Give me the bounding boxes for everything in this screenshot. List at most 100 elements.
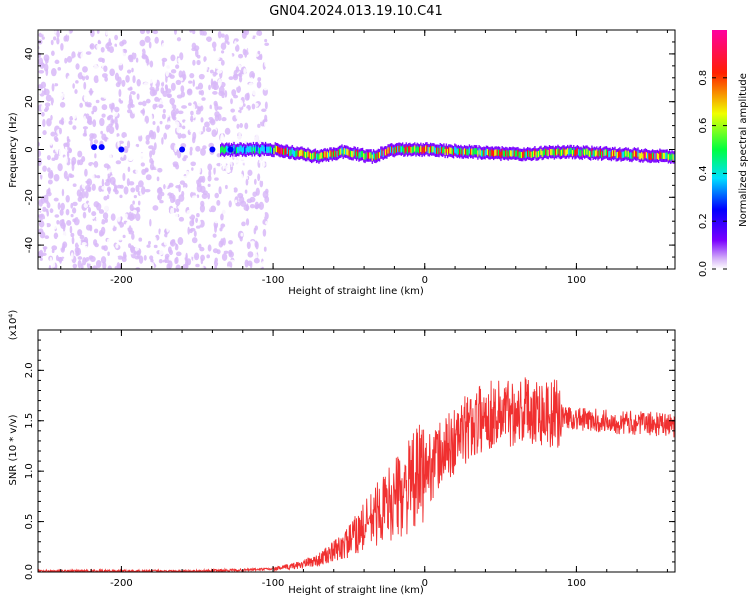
spectrogram-ridge-core bbox=[579, 150, 581, 157]
spectrogram-noise-cell bbox=[196, 59, 201, 66]
spectrogram-noise-cell bbox=[45, 106, 50, 111]
spectrogram-ridge-core bbox=[307, 150, 309, 157]
spectrogram-noise-cell bbox=[181, 105, 187, 109]
spectrogram-noise-cell bbox=[257, 50, 261, 55]
spectrogram-noise-cell bbox=[91, 62, 97, 66]
spectrogram-noise-cell bbox=[44, 102, 51, 107]
spectrogram-noise-cell bbox=[158, 259, 163, 264]
spectrogram-ridge-core bbox=[484, 150, 487, 157]
spectrogram-noise-cell bbox=[55, 254, 59, 262]
spectrogram-noise-cell bbox=[252, 250, 258, 255]
spectrogram-noise-cell bbox=[70, 232, 75, 238]
spectrogram-noise-cell bbox=[198, 73, 205, 80]
spectrogram-noise-cell bbox=[56, 220, 60, 225]
spectrogram-noise-cell bbox=[118, 61, 123, 66]
spectrogram-ridge-core bbox=[234, 147, 237, 154]
spectrogram-ridge-core bbox=[570, 147, 573, 155]
spectrogram-noise-cell bbox=[138, 129, 142, 137]
spectrogram-noise-cell bbox=[164, 161, 170, 166]
spectrogram-noise-cell bbox=[83, 203, 89, 208]
spectrogram-noise-cell bbox=[38, 57, 44, 66]
spectrogram-noise-cell bbox=[169, 239, 176, 247]
spectrogram-noise-cell bbox=[83, 152, 88, 158]
spectrogram-ridge-core bbox=[562, 148, 564, 155]
spectrogram-noise-cell bbox=[253, 227, 257, 235]
spectrogram-noise-cell bbox=[91, 265, 98, 269]
spectrogram-noise-cell bbox=[174, 243, 179, 251]
spectrogram-ridge-core bbox=[298, 150, 301, 157]
spectrogram-ridge-core bbox=[352, 151, 354, 158]
spectrogram-halo bbox=[232, 131, 234, 157]
spectrogram-noise-cell bbox=[117, 140, 120, 148]
spectrogram-noise-cell bbox=[115, 160, 122, 165]
spectrogram-ridge-core bbox=[499, 149, 501, 157]
spectrogram-noise-cell bbox=[189, 72, 195, 79]
spectrogram-noise-cell bbox=[220, 50, 225, 54]
spectrogram-ridge-core bbox=[625, 150, 627, 157]
spectrogram-ridge-core bbox=[608, 151, 610, 158]
spectrogram-noise-cell bbox=[227, 85, 231, 92]
spectrogram-noise-cell bbox=[115, 243, 119, 249]
spectrogram-ridge-core bbox=[321, 152, 324, 160]
spectrogram-noise-cell bbox=[86, 102, 92, 107]
spectrogram-noise-cell bbox=[185, 246, 190, 253]
spectrogram-noise-cell bbox=[138, 237, 143, 242]
spectrogram-noise-cell bbox=[141, 91, 147, 98]
spectrogram-noise-cell bbox=[225, 235, 231, 239]
spectrogram-noise-cell bbox=[108, 126, 115, 135]
snr-panel: -200 -100 0 100 0.0 0.5 1.0 1.5 2.0 Height of st… bbox=[8, 310, 676, 596]
spectrogram-ridge-core bbox=[467, 149, 470, 156]
spectrogram-ridge-core bbox=[446, 148, 449, 156]
spectrogram-ridge-core bbox=[438, 147, 440, 155]
spectrogram-ridge-core bbox=[410, 147, 413, 154]
spectrogram-noise-cell bbox=[126, 69, 132, 74]
spectrogram-noise-cell bbox=[214, 257, 218, 263]
spectrogram-noise-cell bbox=[149, 157, 154, 164]
spectrogram-noise-cell bbox=[49, 138, 53, 146]
spectrogram-noise-cell bbox=[214, 192, 220, 199]
spectrogram-noise-cell bbox=[191, 42, 197, 50]
spectrogram-noise-cell bbox=[255, 167, 259, 172]
spectrogram-ridge-core bbox=[569, 147, 572, 155]
spectrogram-noise-cell bbox=[196, 166, 201, 174]
spectrogram-noise-cell bbox=[183, 111, 189, 116]
spectrogram-ridge-core bbox=[388, 147, 391, 154]
spectrogram-ridge-core bbox=[297, 150, 300, 157]
x-tick-label: -200 bbox=[110, 578, 133, 589]
spectrogram-ridge-core bbox=[273, 147, 275, 155]
spectrogram-noise-cell bbox=[149, 114, 153, 123]
spectrogram-noise-cell bbox=[104, 181, 110, 187]
spectrogram-noise-cell bbox=[229, 187, 234, 193]
spectrogram-noise-cell bbox=[207, 192, 211, 200]
spectrogram-noise-cell bbox=[75, 80, 79, 84]
spectrogram-ridge-core bbox=[482, 150, 484, 157]
spectrogram-noise-cell bbox=[81, 166, 85, 174]
spectrogram-noise-cell bbox=[165, 68, 170, 77]
spectrogram-noise-cell bbox=[83, 93, 90, 102]
spectrogram-ridge-core bbox=[251, 147, 254, 154]
spectrogram-ridge-core bbox=[598, 149, 601, 157]
spectrogram-noise-cell bbox=[60, 92, 64, 100]
spectrogram-ridge-core bbox=[442, 147, 444, 154]
spectrogram-noise-cell bbox=[145, 98, 151, 104]
spectrogram-ridge-core bbox=[483, 149, 485, 156]
spectrogram-xlabel: Height of straight line (km) bbox=[288, 286, 424, 297]
spectrogram-noise-cell bbox=[216, 153, 221, 158]
spectrogram-ridge-core bbox=[468, 147, 471, 154]
spectrogram-noise-cell bbox=[169, 214, 173, 219]
spectrogram-ridge-core bbox=[533, 150, 535, 157]
spectrogram-ridge-core bbox=[243, 146, 245, 153]
spectrogram-noise-cell bbox=[249, 262, 253, 269]
spectrogram-noise-cell bbox=[163, 184, 166, 190]
spectrogram-noise-cell bbox=[155, 131, 161, 139]
spectrogram-noise-cell bbox=[41, 206, 47, 212]
spectrogram-ridge-core bbox=[466, 148, 468, 155]
spectrogram-ridge-core bbox=[336, 150, 339, 158]
spectrogram-noise-cell bbox=[258, 116, 264, 122]
spectrogram-ridge-core bbox=[391, 146, 393, 153]
spectrogram-noise-cell bbox=[60, 202, 65, 211]
spectrogram-noise-cell bbox=[58, 119, 65, 125]
spectrogram-noise-cell bbox=[54, 153, 59, 161]
spectrogram-noise-cell bbox=[46, 118, 52, 127]
spectrogram-noise-cell bbox=[91, 173, 95, 182]
